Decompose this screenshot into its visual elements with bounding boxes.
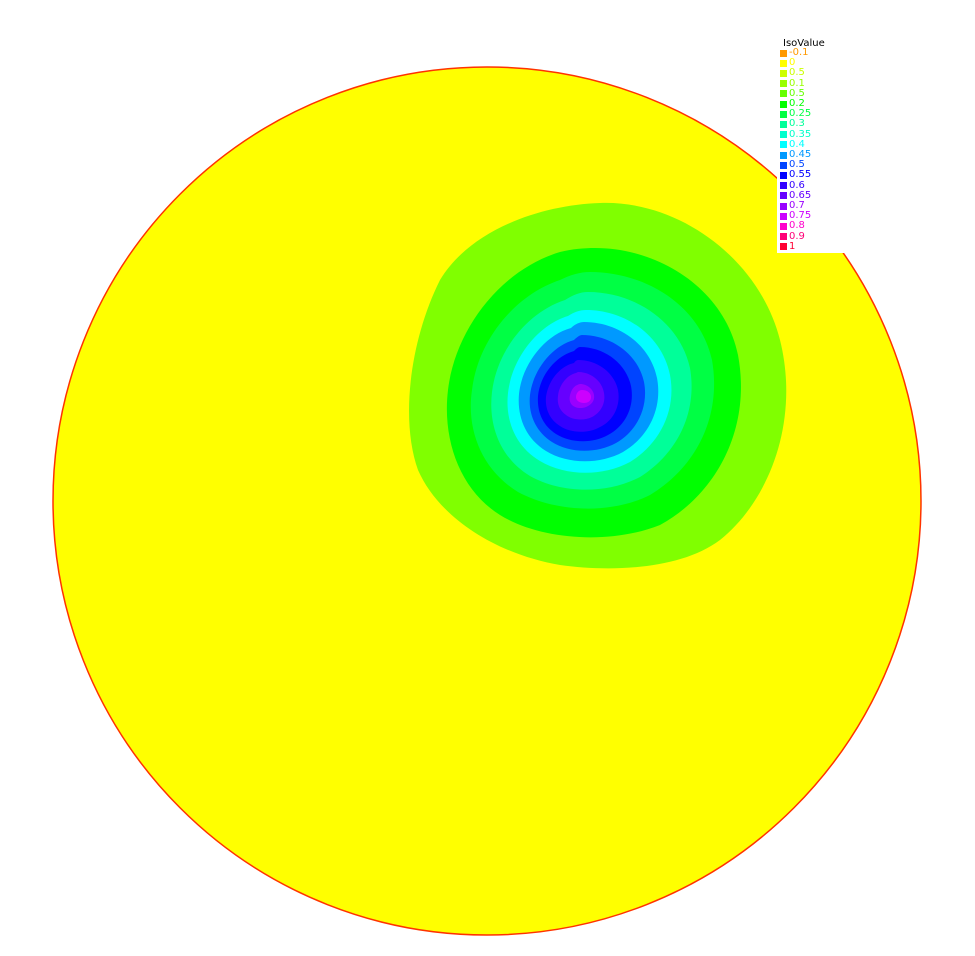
- legend-swatch: [780, 100, 787, 108]
- legend-swatch: [780, 120, 787, 128]
- legend-label: 0.5: [789, 159, 805, 171]
- legend-swatch: [780, 49, 787, 57]
- legend-entry: 0.5: [780, 87, 805, 99]
- legend-swatch: [780, 182, 787, 190]
- isovalue-legend: IsoValue -0.1 0 0.5 0.1 0.5 0.2 0.25 0.3 0.35 0.4…: [777, 37, 849, 253]
- legend-entry: 0.65: [780, 189, 812, 201]
- legend-swatch: [780, 161, 787, 169]
- legend-label: 0.35: [789, 128, 812, 140]
- legend-entry: 0.7: [780, 201, 805, 211]
- legend-entry: 0.9: [780, 230, 805, 242]
- legend-entry: 0.5: [780, 68, 805, 78]
- legend-swatch: [780, 222, 787, 230]
- legend-swatch: [780, 192, 787, 200]
- legend-entry: 0.35: [780, 128, 812, 140]
- legend-swatch: [780, 110, 787, 118]
- legend-label: 1: [789, 240, 796, 252]
- legend-swatch: [780, 202, 787, 210]
- legend-label: 0.9: [789, 230, 805, 242]
- legend-label: 0.2: [789, 98, 805, 110]
- legend-entry: 0: [780, 58, 795, 68]
- legend-label: 0.5: [789, 67, 805, 79]
- legend-swatch: [780, 243, 787, 251]
- legend-swatch: [780, 80, 787, 88]
- legend-swatch: [780, 59, 787, 67]
- legend-swatch: [780, 69, 787, 77]
- legend-entry: 0.25: [780, 109, 811, 119]
- legend-label: 0.55: [789, 169, 812, 181]
- legend-swatch: [780, 90, 787, 98]
- legend-entry: -0.1: [780, 48, 809, 58]
- legend-label: 0.3: [789, 118, 805, 130]
- legend-label: 0.8: [789, 220, 805, 232]
- legend-label: 0.25: [789, 108, 812, 120]
- legend-entry: 0.55: [780, 170, 811, 180]
- legend-entry: 0.5: [780, 160, 805, 170]
- legend-entry: 0.1: [780, 77, 805, 89]
- legend-entry: 0.45: [780, 150, 811, 160]
- iso-bands: [409, 202, 787, 569]
- legend-entry: 0.6: [780, 179, 805, 191]
- legend-label: 0.65: [789, 189, 812, 201]
- legend-swatch: [780, 233, 787, 241]
- legend-swatch: [780, 212, 787, 220]
- legend-label: 0.45: [789, 149, 812, 161]
- legend-label: 0.4: [789, 138, 805, 150]
- legend-entry: 1: [780, 240, 796, 252]
- legend-entry: 0.4: [780, 138, 805, 150]
- legend-label: -0.1: [789, 47, 809, 59]
- legend-entry: 0.8: [780, 221, 805, 231]
- legend-title: IsoValue: [783, 38, 825, 49]
- legend-label: 0.5: [789, 87, 805, 99]
- iso-band-0.75: [576, 390, 591, 403]
- domain-boundary: [52, 66, 922, 936]
- legend-entry: 0.75: [780, 211, 811, 221]
- legend-label: 0.1: [789, 77, 805, 89]
- legend-swatch: [780, 151, 787, 159]
- legend-label: 0: [789, 57, 796, 69]
- legend-swatch: [780, 171, 787, 179]
- legend-swatch: [780, 141, 787, 149]
- legend-swatch: [780, 131, 787, 139]
- legend-label: 0.6: [789, 179, 805, 191]
- legend-entry: 0.3: [780, 119, 805, 129]
- legend-label: 0.75: [789, 210, 812, 222]
- legend-label: 0.7: [789, 200, 805, 212]
- legend-entry: 0.2: [780, 99, 805, 109]
